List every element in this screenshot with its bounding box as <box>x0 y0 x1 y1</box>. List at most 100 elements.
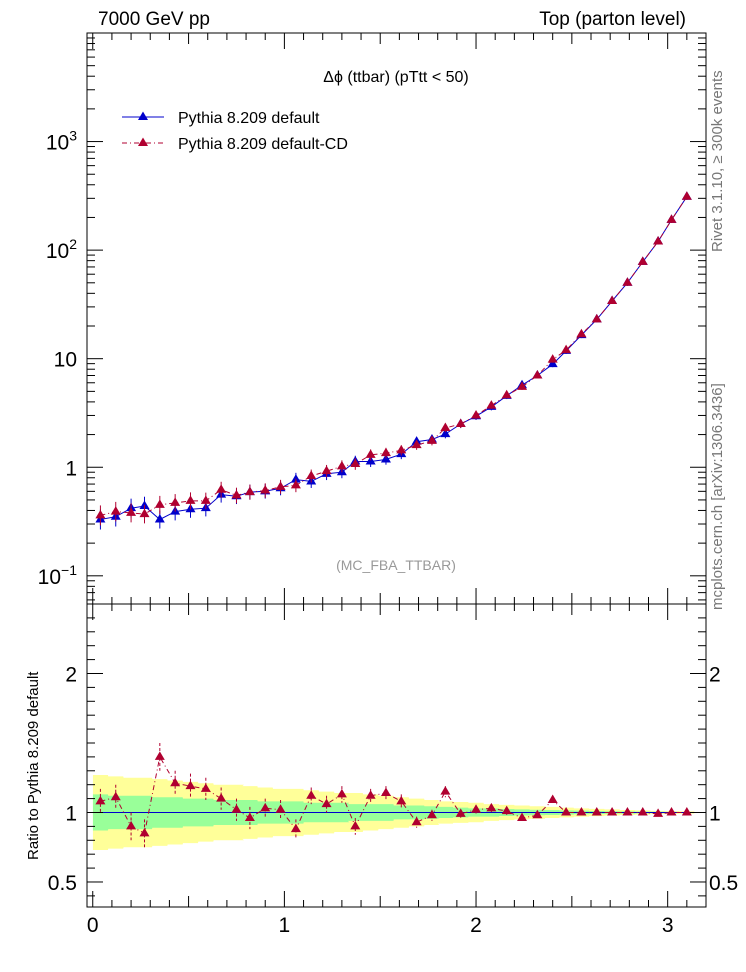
ratio-y-tick-label-left: 2 <box>65 663 77 686</box>
data-point <box>260 485 271 494</box>
ratio-point <box>547 794 558 803</box>
ratio-point <box>216 793 227 802</box>
data-point <box>244 486 255 496</box>
data-point <box>547 358 558 368</box>
legend: Pythia 8.209 default Pythia 8.209 defaul… <box>122 110 348 153</box>
data-point <box>681 191 692 200</box>
data-point <box>576 328 587 338</box>
main-y-tick-label: 10 <box>54 349 77 372</box>
legend-label-default-cd: Pythia 8.209 default-CD <box>178 136 348 153</box>
data-point <box>637 256 648 265</box>
ratio-point <box>486 802 497 812</box>
data-point <box>471 409 482 419</box>
ratio-point <box>455 808 466 817</box>
ratio-point <box>607 806 618 816</box>
main-title: Δϕ (ttbar) (pTtt < 50) <box>323 69 468 86</box>
main-y-tick-label: 102 <box>46 236 77 263</box>
data-point <box>411 439 422 449</box>
ratio-x-tick-label: 2 <box>470 914 482 937</box>
ratio-point <box>411 816 422 826</box>
data-point <box>336 460 347 470</box>
ratio-point <box>154 751 165 760</box>
data-point <box>154 499 165 508</box>
ratio-x-tick-label: 3 <box>662 914 674 937</box>
ratio-x-tick-label: 0 <box>87 914 99 937</box>
ratio-point <box>336 788 347 798</box>
ratio-point <box>110 791 121 801</box>
ratio-series-line <box>100 755 687 835</box>
ratio-plot-frame <box>86 603 707 908</box>
ratio-y-axis-label: Ratio to Pythia 8.209 default <box>25 671 42 860</box>
data-point <box>290 474 301 483</box>
data-point <box>426 435 437 444</box>
main-y-tick-label: 10−1 <box>38 562 78 589</box>
legend-label-default: Pythia 8.209 default <box>178 110 320 127</box>
data-point <box>653 236 664 245</box>
ratio-point <box>365 790 376 799</box>
ratio-point <box>185 780 196 790</box>
data-point <box>501 389 512 399</box>
data-point <box>380 447 391 457</box>
data-point <box>440 422 451 431</box>
ratio-point <box>471 804 482 813</box>
ratio-point <box>260 802 271 812</box>
data-point <box>561 344 572 354</box>
data-point <box>275 481 286 490</box>
data-point <box>231 489 242 499</box>
series-line-1 <box>100 196 688 516</box>
data-point <box>321 465 332 475</box>
ratio-point <box>306 790 317 799</box>
data-point <box>154 514 165 523</box>
main-plot-panel: 10−1 1 10 102 103 Δϕ (ttbar) (pTtt < 50) (MC… <box>38 32 707 605</box>
data-point <box>185 495 196 504</box>
ratio-point <box>350 820 361 830</box>
header-right: Top (parton level) <box>539 9 686 30</box>
ratio-point <box>501 805 512 815</box>
data-point <box>200 495 211 504</box>
ratio-point <box>321 798 332 808</box>
ratio-point <box>591 806 602 816</box>
ratio-point <box>666 806 677 816</box>
ratio-point <box>532 809 543 819</box>
data-point <box>350 458 361 468</box>
ratio-y-tick-label-left: 1 <box>65 802 77 825</box>
main-y-tick-label: 1 <box>65 457 77 480</box>
data-point <box>666 214 677 223</box>
ratio-point <box>396 795 407 805</box>
data-point <box>365 449 376 458</box>
ratio-plot-content <box>92 742 695 851</box>
ratio-point <box>170 777 181 787</box>
ratio-point <box>95 795 106 805</box>
side-label-rivet: Rivet 3.1.10, ≥ 300k events <box>709 70 726 252</box>
data-point <box>95 509 106 519</box>
data-point <box>216 484 227 493</box>
data-point <box>290 479 301 489</box>
ratio-plot-panel: 0.5 0.5 1 1 2 2 0 1 2 3 Ratio to Pythia 8.209 def… <box>25 603 738 937</box>
ratio-point <box>622 806 633 816</box>
data-point <box>532 370 543 379</box>
data-point <box>547 354 558 363</box>
series-line-0 <box>100 196 688 521</box>
analysis-watermark: (MC_FBA_TTBAR) <box>336 557 456 573</box>
ratio-point <box>576 806 587 816</box>
header-left: 7000 GeV pp <box>98 9 210 30</box>
ratio-point <box>139 827 150 837</box>
main-axes: 10−1 1 10 102 103 <box>38 32 707 604</box>
ratio-point <box>653 808 664 817</box>
data-point <box>139 500 150 509</box>
ratio-point <box>275 804 286 813</box>
ratio-point <box>380 787 391 797</box>
data-point <box>607 295 618 304</box>
ratio-point <box>637 806 648 816</box>
data-point <box>455 418 466 428</box>
ratio-y-tick-label-right: 2 <box>709 663 721 686</box>
ratio-axes: 0.5 0.5 1 1 2 2 0 1 2 3 <box>48 604 738 937</box>
data-point <box>486 400 497 409</box>
ratio-point <box>681 806 692 816</box>
main-y-tick-label: 103 <box>46 128 77 155</box>
ratio-point <box>290 823 301 833</box>
data-point <box>170 497 181 506</box>
side-label-mcplots: mcplots.cern.ch [arXiv:1306.3436] <box>709 383 726 610</box>
legend-marker-default <box>138 111 148 120</box>
data-point <box>110 506 121 515</box>
